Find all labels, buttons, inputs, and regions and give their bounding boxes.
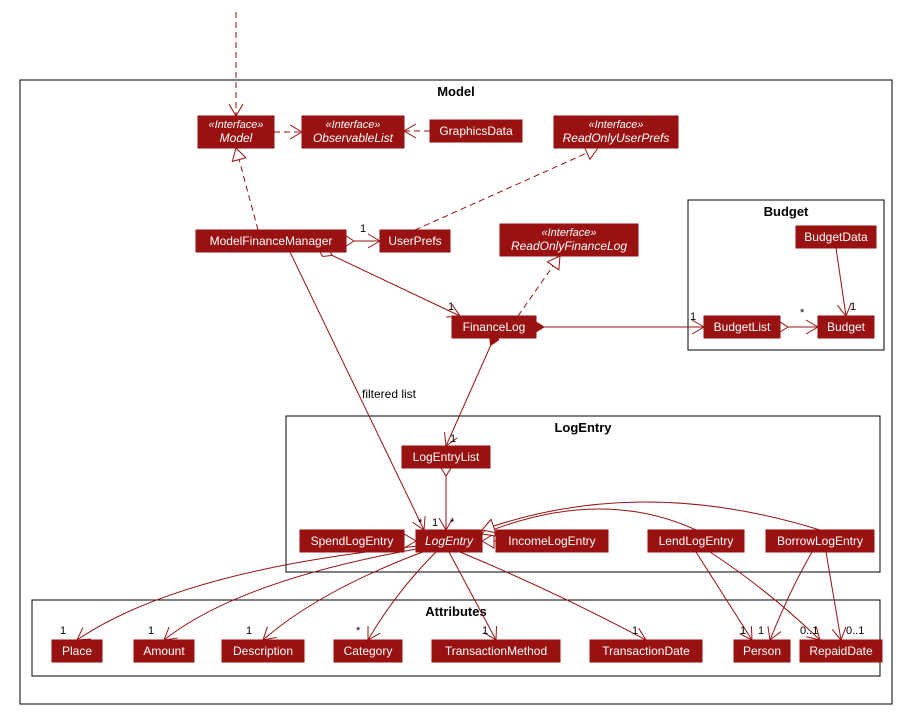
node-ObservableList-stereo: «Interface»: [325, 119, 380, 131]
e-logentry-transmethod-mult-end: 1: [482, 625, 488, 637]
node-Model-stereo: «Interface»: [208, 119, 263, 131]
e-budgetdata-budget-mult-end: 1: [850, 301, 856, 313]
e-logentrylist-logentry-mult-start: 1: [432, 517, 438, 529]
e-logentry-amount-mult-end: 1: [148, 625, 154, 637]
node-UserPrefs-label: UserPrefs: [388, 234, 441, 248]
node-LogEntry-label: LogEntry: [425, 534, 474, 548]
node-SpendLogEntry-label: SpendLogEntry: [311, 534, 394, 548]
node-LogEntryList-label: LogEntryList: [413, 450, 480, 464]
e-logentry-transmethod: [449, 552, 496, 640]
e-mfm-logentry-filtered-label: filtered list: [362, 387, 417, 401]
node-TransactionMethod-label: TransactionMethod: [445, 644, 547, 658]
node-GraphicsData-label: GraphicsData: [439, 124, 513, 138]
e-mfm-model: [236, 148, 258, 230]
node-TransactionDate-label: TransactionDate: [602, 644, 690, 658]
e-borrow-person-mult-end: 1: [758, 625, 764, 637]
node-IncomeLogEntry-label: IncomeLogEntry: [508, 534, 595, 548]
node-ModelFinanceManager-label: ModelFinanceManager: [210, 234, 333, 248]
node-FinanceLog-label: FinanceLog: [463, 320, 526, 334]
e-mfm-userprefs-mult-end: 1: [360, 223, 366, 235]
e-lend-person-mult-end: 1: [740, 625, 746, 637]
node-LendLogEntry-label: LendLogEntry: [659, 534, 734, 548]
node-ReadOnlyUserPrefs-stereo: «Interface»: [588, 119, 643, 131]
e-financelog-logentrylist: [446, 338, 494, 446]
e-financelog-budgetlist-mult-end: 1: [690, 311, 696, 323]
g-budget-title: Budget: [764, 204, 809, 219]
e-logentry-description-mult-end: 1: [246, 625, 252, 637]
e-logentry-amount: [164, 548, 422, 640]
node-ObservableList-label: ObservableList: [313, 131, 394, 145]
node-BudgetList-label: BudgetList: [714, 320, 771, 334]
e-mfm-financelog: [325, 252, 460, 316]
node-Category-label: Category: [344, 644, 393, 658]
e-logentry-category-mult-end: *: [356, 625, 361, 637]
e-borrow-logentry: [482, 502, 820, 530]
e-lend-repaid-mult-end: 0..1: [800, 625, 818, 637]
e-userprefs-readonly: [415, 148, 598, 230]
e-budgetlist-budget-mult-end: *: [800, 307, 805, 319]
e-borrow-repaid-mult-end: 0..1: [846, 625, 864, 637]
node-ReadOnlyFinanceLog-stereo: «Interface»: [541, 227, 596, 239]
node-BudgetData-label: BudgetData: [804, 230, 868, 244]
node-Amount-label: Amount: [143, 644, 185, 658]
node-Description-label: Description: [233, 644, 293, 658]
node-ReadOnlyUserPrefs-label: ReadOnlyUserPrefs: [563, 131, 670, 145]
node-Budget-label: Budget: [827, 320, 866, 334]
node-Place-label: Place: [62, 644, 92, 658]
e-borrow-repaid: [826, 552, 841, 640]
node-Person-label: Person: [743, 644, 781, 658]
e-logentry-transdate-mult-end: 1: [632, 625, 638, 637]
g-model-title: Model: [437, 84, 475, 99]
e-financelog-logentrylist-mult-end: 1: [450, 433, 456, 445]
node-ReadOnlyFinanceLog-label: ReadOnlyFinanceLog: [511, 239, 627, 253]
g-logentry-title: LogEntry: [554, 420, 612, 435]
e-logentry-category: [368, 552, 436, 640]
node-Model-label: Model: [220, 131, 253, 145]
node-RepaidDate-label: RepaidDate: [809, 644, 873, 658]
e-mfm-logentry-filtered-mult-end: *: [418, 517, 423, 529]
e-mfm-financelog-mult-end: 1: [448, 301, 454, 313]
node-BorrowLogEntry-label: BorrowLogEntry: [777, 534, 863, 548]
uml-diagram: ModelBudgetLogEntryAttributes11*filtered…: [0, 0, 912, 724]
e-logentry-place-mult-end: 1: [60, 625, 66, 637]
e-logentrylist-logentry-mult-end: *: [450, 517, 455, 529]
